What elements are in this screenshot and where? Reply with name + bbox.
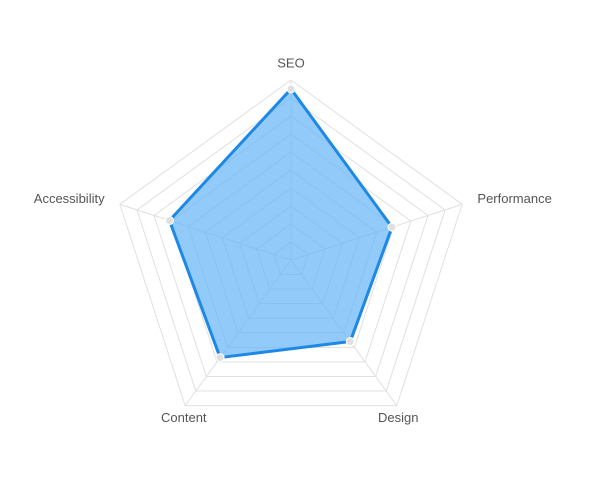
- data-point: [345, 337, 355, 347]
- axis-label: Accessibility: [34, 191, 105, 206]
- data-point: [387, 222, 397, 232]
- axis-label: SEO: [277, 55, 304, 70]
- axis-label: Content: [161, 410, 207, 425]
- grid-ring: [136, 97, 446, 392]
- grid-ring: [119, 79, 463, 407]
- axis-label: Performance: [477, 191, 551, 206]
- axis-label: Design: [378, 410, 418, 425]
- data-point: [215, 353, 225, 363]
- data-point: [286, 84, 296, 94]
- data-point: [164, 216, 174, 226]
- grid-ring: [153, 115, 429, 377]
- radar-area: [167, 87, 394, 360]
